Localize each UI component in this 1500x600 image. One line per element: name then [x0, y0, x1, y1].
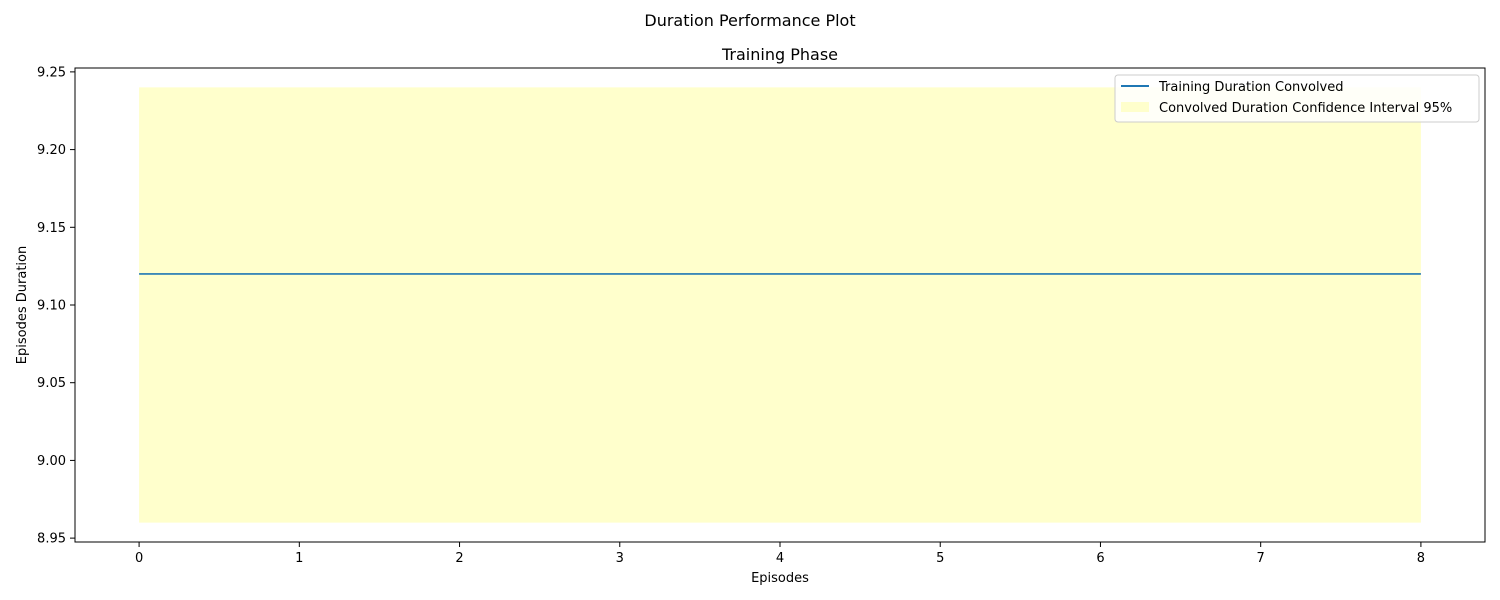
legend-band-swatch	[1121, 102, 1149, 112]
y-tick-label: 8.95	[37, 532, 66, 547]
x-tick-label: 5	[936, 551, 944, 566]
legend-box	[1114, 74, 1480, 123]
x-tick-label: 3	[616, 551, 624, 566]
x-tick-label: 2	[455, 551, 463, 566]
y-tick-label: 9.10	[37, 299, 66, 314]
x-tick-label: 6	[1096, 551, 1104, 566]
legend-label-band: Convolved Duration Confidence Interval 9…	[1159, 101, 1452, 116]
x-axis-label: Episodes	[751, 571, 809, 586]
plot-area	[139, 87, 1421, 523]
x-tick-label: 8	[1417, 551, 1425, 566]
y-axis: 8.95 9.00 9.05 9.10 9.15 9.20 9.25	[37, 65, 75, 547]
y-tick-label: 9.20	[37, 143, 66, 158]
y-tick-label: 9.15	[37, 221, 66, 236]
chart-suptitle: Duration Performance Plot	[644, 11, 855, 30]
x-tick-label: 1	[295, 551, 303, 566]
x-tick-label: 7	[1257, 551, 1265, 566]
y-axis-label: Episodes Duration	[15, 246, 30, 364]
x-tick-label: 4	[776, 551, 784, 566]
x-tick-label: 0	[135, 551, 143, 566]
legend: Training Duration Convolved Convolved Du…	[1114, 74, 1480, 123]
y-tick-label: 9.25	[37, 65, 66, 80]
chart-title: Training Phase	[721, 45, 838, 64]
confidence-band	[139, 87, 1421, 523]
y-tick-label: 9.05	[37, 376, 66, 391]
legend-label-line: Training Duration Convolved	[1158, 80, 1344, 95]
x-axis: 0 1 2 3 4 5 6 7 8	[135, 542, 1425, 566]
y-tick-label: 9.00	[37, 454, 66, 469]
